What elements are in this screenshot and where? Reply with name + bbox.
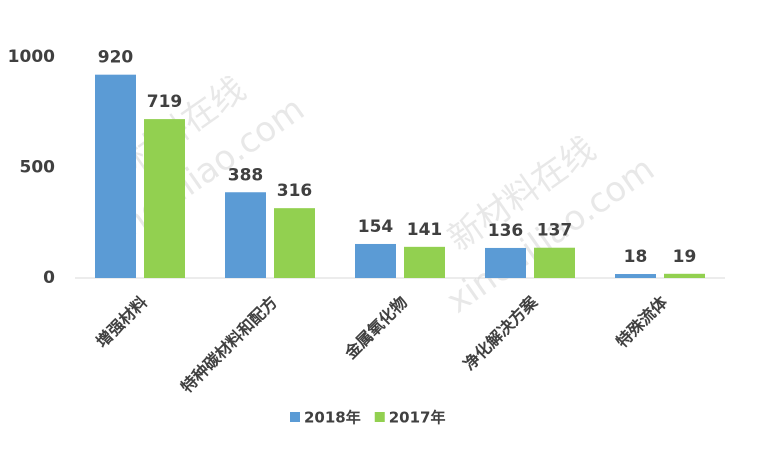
bar	[144, 119, 185, 278]
bar	[355, 243, 396, 278]
value-label: 18	[624, 247, 648, 267]
value-label: 137	[537, 221, 573, 241]
value-label: 136	[488, 221, 524, 241]
value-label: 154	[358, 217, 394, 237]
value-label: 719	[147, 92, 183, 112]
value-label: 920	[98, 48, 134, 68]
bar	[664, 273, 705, 278]
bar	[225, 192, 266, 278]
legend-label: 2018年	[304, 409, 361, 427]
legend-swatch	[290, 412, 300, 422]
y-tick-label: 0	[43, 268, 55, 288]
x-tick-label: 增强材料	[92, 293, 151, 352]
x-tick-label: 特殊流体	[612, 292, 671, 351]
y-tick-label: 1000	[8, 47, 55, 67]
bar	[485, 247, 526, 278]
bar	[404, 246, 445, 278]
y-tick-label: 500	[20, 158, 56, 178]
value-label: 316	[277, 181, 313, 201]
bar	[274, 208, 315, 278]
bar	[615, 274, 656, 278]
value-label: 388	[228, 165, 264, 185]
x-tick-label: 特种碳材料和配方	[177, 293, 281, 397]
value-label: 141	[407, 220, 443, 240]
legend-swatch	[374, 412, 385, 422]
value-label: 19	[673, 247, 697, 267]
legend-label: 2017年	[389, 409, 446, 427]
bar	[534, 247, 575, 278]
x-tick-label: 金属氧化物	[340, 293, 411, 364]
bar	[95, 74, 136, 279]
